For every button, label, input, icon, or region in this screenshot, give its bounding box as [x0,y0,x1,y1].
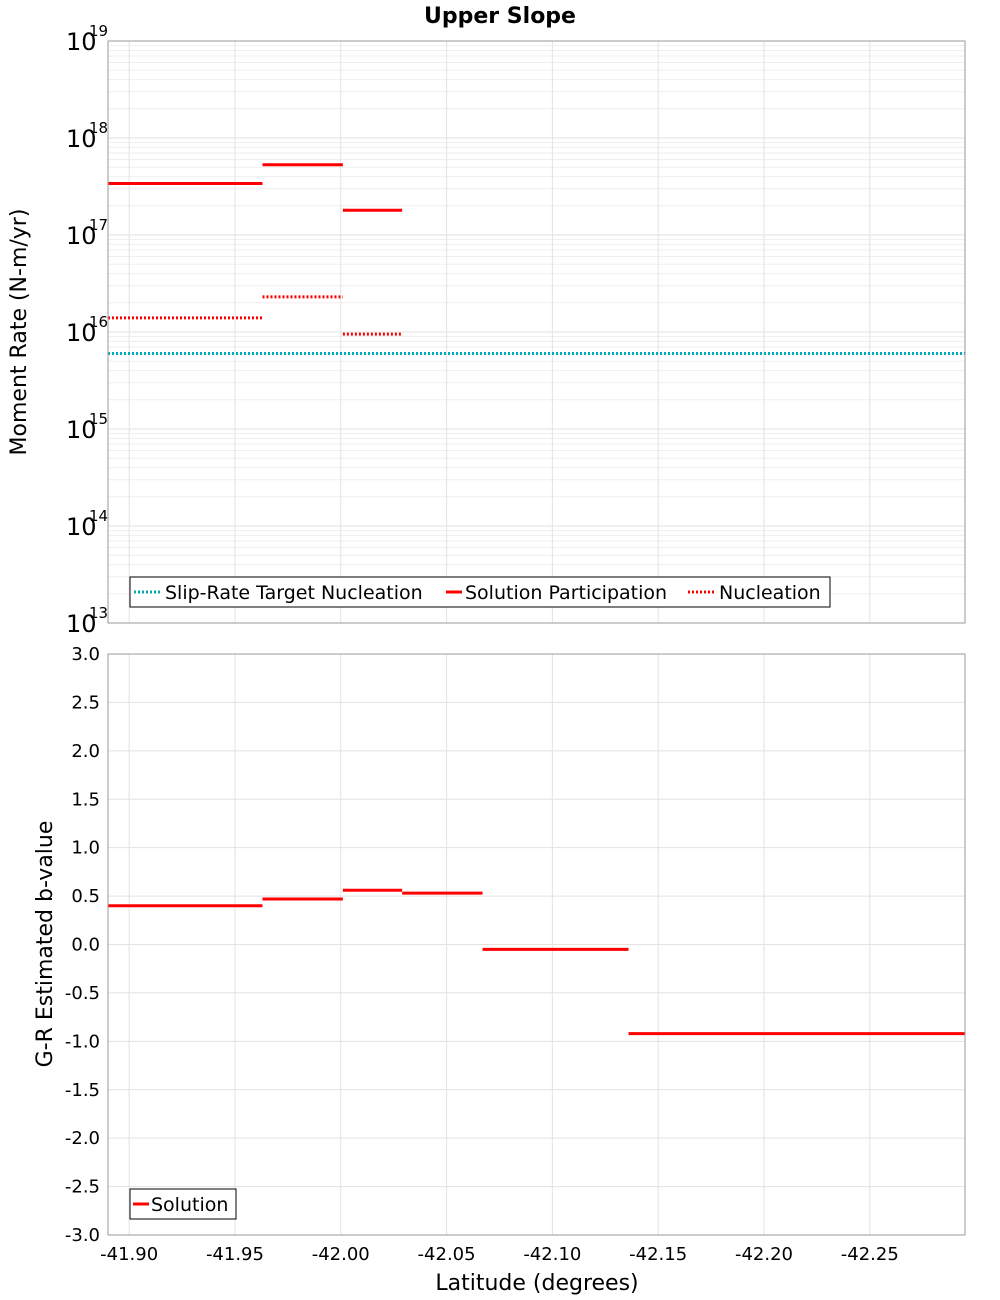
y-tick-label: -2.0 [65,1128,100,1149]
x-tick-label: -41.90 [100,1244,158,1265]
moment-rate-frame [107,40,966,624]
y-tick-label-base: 10 [66,319,97,347]
y-tick-label-exponent: 16 [89,313,108,331]
y-tick-label-base: 10 [66,416,97,444]
y-tick-label: 3.0 [71,644,100,665]
y-tick-label-base: 10 [66,610,97,638]
y-tick-label-exponent: 18 [89,119,108,137]
b-value-y-axis-title: G-R Estimated b-value [33,821,58,1068]
y-tick-label: -0.5 [65,983,100,1004]
x-tick-label: -42.25 [841,1244,899,1265]
x-tick-label: -42.20 [735,1244,793,1265]
y-tick-label-base: 10 [66,222,97,250]
x-tick-label: -42.00 [312,1244,370,1265]
moment-rate-series [108,163,965,356]
b-value-y-ticks: -3.0 -2.5 -2.0 -1.5 -1.0 -0.5 0.0 0.5 1.0 1.5 2.0 2… [65,644,100,1246]
y-tick-label-exponent: 17 [89,216,108,234]
y-tick-label: 0.0 [71,935,100,956]
y-tick-label: 1.5 [71,789,100,810]
y-tick-label: 0.5 [71,886,100,907]
moment-rate-legend: Slip-Rate Target Nucleation Solution Par… [129,576,831,608]
y-tick-label-base: 10 [66,125,97,153]
legend-label-solution-participation: Solution Participation [465,582,667,604]
y-tick-label-base: 10 [66,28,97,56]
y-tick-label-exponent: 14 [89,507,108,525]
y-tick-label-base: 10 [66,513,97,541]
b-value-legend: Solution [129,1188,237,1220]
y-tick-label: 2.5 [71,692,100,713]
y-tick-label-exponent: 15 [89,410,108,428]
b-value-frame [107,653,966,1236]
legend-label-solution: Solution [151,1194,228,1216]
x-tick-label: -41.95 [206,1244,264,1265]
x-axis-title: Latitude (degrees) [435,1271,638,1296]
y-tick-label-exponent: 19 [89,22,108,40]
y-tick-label: 2.0 [71,741,100,762]
y-tick-label: -1.0 [65,1031,100,1052]
latitude-x-ticks: -41.90 -41.95 -42.00 -42.05 -42.10 -42.15 -42.… [100,1244,899,1265]
y-tick-label: 1.0 [71,838,100,859]
y-tick-label: -3.0 [65,1225,100,1246]
b-value-panel: -3.0 -2.5 -2.0 -1.5 -1.0 -0.5 0.0 0.5 1.0 1.5 2.0 2… [33,644,966,1296]
x-tick-label: -42.05 [418,1244,476,1265]
y-tick-label-exponent: 13 [89,604,108,622]
x-tick-label: -42.15 [629,1244,687,1265]
chart-title: Upper Slope [424,4,576,29]
moment-rate-grid [108,40,965,624]
y-tick-label: -2.5 [65,1177,100,1198]
moment-rate-y-axis-title: Moment Rate (N-m/yr) [7,209,32,456]
x-tick-label: -42.10 [523,1244,581,1265]
legend-label-slip-rate-target: Slip-Rate Target Nucleation [165,582,423,604]
b-value-series [108,888,965,1036]
y-tick-label: -1.5 [65,1080,100,1101]
legend-label-nucleation: Nucleation [719,582,821,604]
